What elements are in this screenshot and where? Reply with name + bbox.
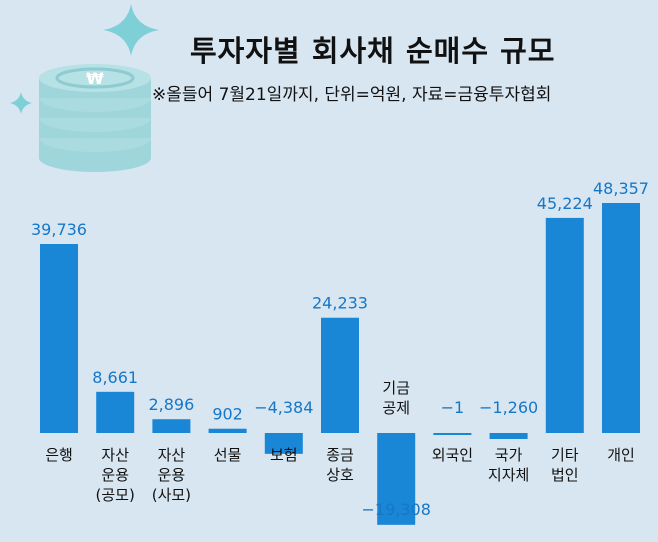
value-label: 39,736 — [31, 220, 87, 239]
value-label: 48,357 — [593, 179, 649, 198]
sparkle-icon — [10, 92, 32, 114]
bar — [545, 217, 584, 433]
value-label: 45,224 — [537, 194, 593, 213]
category-label: 개인 — [607, 446, 635, 464]
category-label: 선물 — [214, 446, 242, 464]
category-label-line: 개인 — [607, 446, 635, 464]
sparkle-icon — [103, 4, 159, 56]
value-label: 24,233 — [312, 294, 368, 313]
won-coin-stack-icon: ₩ — [39, 64, 151, 172]
value-labels-group: 39,736 8,661 2,896 902 −4,384 24,233 −19,308 −1… — [31, 179, 649, 519]
category-label-line: 자산 — [101, 446, 129, 464]
category-label: 보험 — [270, 446, 298, 464]
bar — [264, 433, 303, 454]
category-label-line: 선물 — [214, 446, 242, 464]
category-label: 은행 — [45, 446, 73, 464]
category-label-line: 자산 — [158, 446, 186, 464]
bar — [208, 428, 247, 433]
bar — [152, 419, 191, 433]
value-label: 8,661 — [92, 368, 138, 387]
category-label-line: 은행 — [45, 446, 73, 464]
value-label: −4,384 — [254, 398, 313, 417]
value-label: 2,896 — [148, 395, 194, 414]
category-label-line: 운용 — [158, 466, 186, 484]
bar — [489, 433, 528, 439]
bar — [602, 203, 640, 433]
category-label-line: 공제 — [382, 399, 410, 417]
bar — [433, 433, 472, 435]
category-label-line: 상호 — [326, 466, 354, 484]
decoration-group: ₩ — [10, 4, 159, 172]
svg-text:₩: ₩ — [86, 69, 104, 88]
category-label-line: 법인 — [551, 466, 579, 484]
category-label-line: 종금 — [326, 446, 354, 464]
value-label: 902 — [212, 405, 243, 424]
category-label-line: 기금 — [382, 379, 410, 397]
category-label-line: 지자체 — [488, 466, 529, 484]
chart-title: 투자자별 회사채 순매수 규모 — [190, 34, 556, 68]
category-label-line: 국가 — [495, 446, 523, 464]
category-label-line: (공모) — [96, 486, 135, 504]
value-label: −19,308 — [362, 500, 431, 519]
category-label-line: 기타 — [551, 446, 579, 464]
value-label: −1,260 — [479, 398, 538, 417]
bar — [96, 391, 135, 433]
category-label-line: 운용 — [101, 466, 129, 484]
category-label: 외국인 — [432, 446, 473, 464]
bar — [377, 433, 416, 525]
bar — [40, 244, 78, 433]
category-label-line: (사모) — [152, 486, 191, 504]
value-label: −1 — [441, 398, 465, 417]
chart-subtitle: ※올들어 7월21일까지, 단위=억원, 자료=금융투자협회 — [152, 85, 552, 105]
category-label-line: 보험 — [270, 446, 298, 464]
bars-group — [40, 203, 640, 525]
bar — [321, 317, 359, 433]
category-label-line: 외국인 — [432, 446, 473, 464]
